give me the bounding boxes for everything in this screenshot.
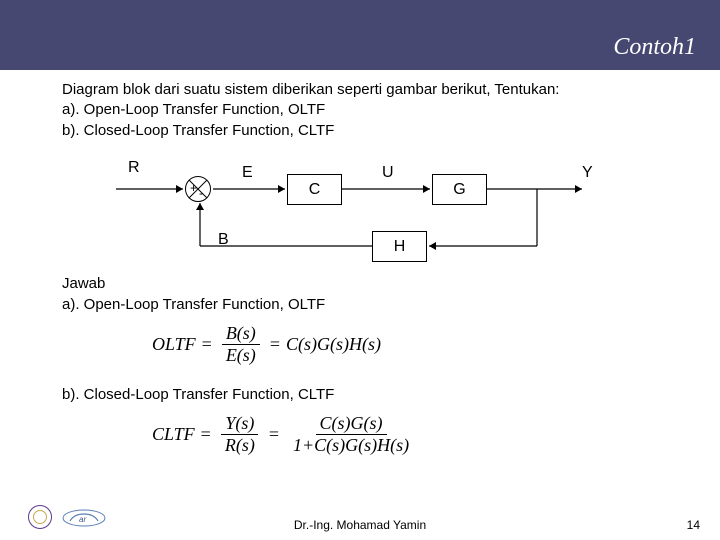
cltf-num: Y(s) bbox=[221, 413, 258, 435]
problem-line1: Diagram blok dari suatu sistem diberikan… bbox=[62, 80, 680, 100]
problem-text: Diagram blok dari suatu sistem diberikan… bbox=[62, 80, 680, 141]
block-diagram: + - C G H R E U Y B bbox=[62, 151, 680, 271]
oltf-frac: B(s) E(s) bbox=[222, 323, 260, 366]
equals: = bbox=[270, 334, 280, 355]
signal-u: U bbox=[382, 164, 394, 182]
answer-b-title: b). Closed-Loop Transfer Function, CLTF bbox=[62, 386, 680, 403]
page-number: 14 bbox=[687, 518, 700, 532]
block-h: H bbox=[372, 231, 427, 262]
page-title: Contoh1 bbox=[613, 34, 696, 61]
problem-line3: b). Closed-Loop Transfer Function, CLTF bbox=[62, 121, 680, 141]
cltf-lhs: CLTF bbox=[152, 424, 195, 445]
summing-junction: + - bbox=[185, 176, 211, 202]
jawab-label: Jawab bbox=[62, 275, 680, 292]
oltf-rhs: C(s)G(s)H(s) bbox=[286, 334, 381, 355]
equals: = bbox=[201, 424, 211, 445]
block-c: C bbox=[287, 174, 342, 205]
oltf-den: E(s) bbox=[222, 345, 260, 366]
signal-r: R bbox=[128, 159, 140, 177]
signal-e: E bbox=[242, 164, 253, 182]
formula-oltf: OLTF = B(s) E(s) = C(s)G(s)H(s) bbox=[152, 323, 381, 366]
signal-b: B bbox=[218, 231, 229, 249]
signal-y: Y bbox=[582, 164, 593, 182]
cltf-rnum: C(s)G(s) bbox=[316, 413, 387, 435]
block-g: G bbox=[432, 174, 487, 205]
oltf-lhs: OLTF bbox=[152, 334, 196, 355]
diagram-lines bbox=[62, 151, 662, 271]
oltf-num: B(s) bbox=[222, 323, 260, 345]
cltf-frac1: Y(s) R(s) bbox=[221, 413, 259, 456]
cltf-rden: 1+C(s)G(s)H(s) bbox=[289, 435, 413, 456]
problem-line2: a). Open-Loop Transfer Function, OLTF bbox=[62, 100, 680, 120]
cltf-den: R(s) bbox=[221, 435, 259, 456]
footer-author: Dr.-Ing. Mohamad Yamin bbox=[0, 518, 720, 532]
equals: = bbox=[269, 424, 279, 445]
cltf-frac2: C(s)G(s) 1+C(s)G(s)H(s) bbox=[289, 413, 413, 456]
formula-cltf: CLTF = Y(s) R(s) = C(s)G(s) 1+C(s)G(s)H(… bbox=[152, 413, 417, 456]
answer-a-title: a). Open-Loop Transfer Function, OLTF bbox=[62, 296, 680, 313]
equals: = bbox=[202, 334, 212, 355]
